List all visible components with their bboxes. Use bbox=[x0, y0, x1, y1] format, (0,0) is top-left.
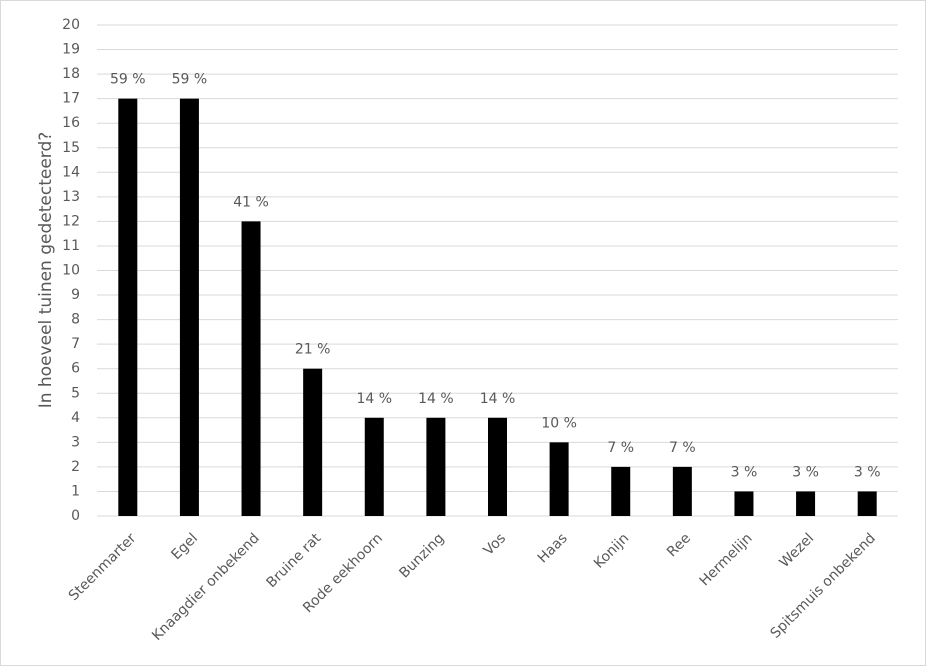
y-tick-label: 11 bbox=[62, 238, 80, 254]
bar bbox=[549, 442, 569, 516]
value-label: 7 % bbox=[669, 440, 696, 456]
value-label: 10 % bbox=[541, 415, 577, 431]
value-label: 14 % bbox=[356, 391, 392, 407]
bar bbox=[611, 466, 631, 516]
value-label: 3 % bbox=[731, 464, 758, 480]
bar bbox=[672, 466, 692, 516]
y-tick-label: 14 bbox=[62, 164, 80, 180]
bar bbox=[734, 491, 754, 516]
bar bbox=[364, 417, 384, 516]
bar bbox=[796, 491, 816, 516]
bar bbox=[857, 491, 877, 516]
value-label: 14 % bbox=[418, 391, 454, 407]
value-label: 7 % bbox=[607, 440, 634, 456]
y-tick-label: 17 bbox=[62, 91, 80, 107]
value-label: 21 % bbox=[295, 342, 331, 358]
value-label: 14 % bbox=[480, 391, 516, 407]
y-tick-label: 2 bbox=[71, 459, 80, 475]
y-tick-label: 18 bbox=[62, 66, 80, 82]
y-tick-label: 16 bbox=[62, 115, 80, 131]
value-label: 59 % bbox=[172, 72, 208, 88]
y-tick-label: 8 bbox=[71, 312, 80, 328]
value-label: 3 % bbox=[792, 464, 819, 480]
y-tick-label: 15 bbox=[62, 140, 80, 156]
y-axis-title: In hoeveel tuinen gedetecteerd? bbox=[36, 132, 56, 409]
y-tick-label: 6 bbox=[71, 361, 80, 377]
y-tick-label: 19 bbox=[62, 42, 80, 58]
y-tick-label: 5 bbox=[71, 385, 80, 401]
value-label: 59 % bbox=[110, 72, 146, 88]
y-tick-label: 12 bbox=[62, 213, 80, 229]
bar bbox=[118, 98, 138, 517]
y-tick-label: 20 bbox=[62, 17, 80, 33]
y-tick-label: 13 bbox=[62, 189, 80, 205]
bar bbox=[426, 417, 446, 516]
y-tick-label: 1 bbox=[71, 483, 80, 499]
y-tick-label: 9 bbox=[71, 287, 80, 303]
y-tick-label: 3 bbox=[71, 434, 80, 450]
bar bbox=[179, 98, 199, 517]
y-tick-label: 10 bbox=[62, 263, 80, 279]
bar bbox=[303, 368, 323, 516]
value-label: 3 % bbox=[854, 464, 881, 480]
bar bbox=[241, 221, 261, 516]
bar bbox=[488, 417, 507, 516]
y-tick-label: 0 bbox=[71, 508, 80, 524]
y-tick-label: 4 bbox=[71, 410, 80, 426]
y-tick-label: 7 bbox=[71, 336, 80, 352]
value-label: 41 % bbox=[233, 194, 269, 210]
